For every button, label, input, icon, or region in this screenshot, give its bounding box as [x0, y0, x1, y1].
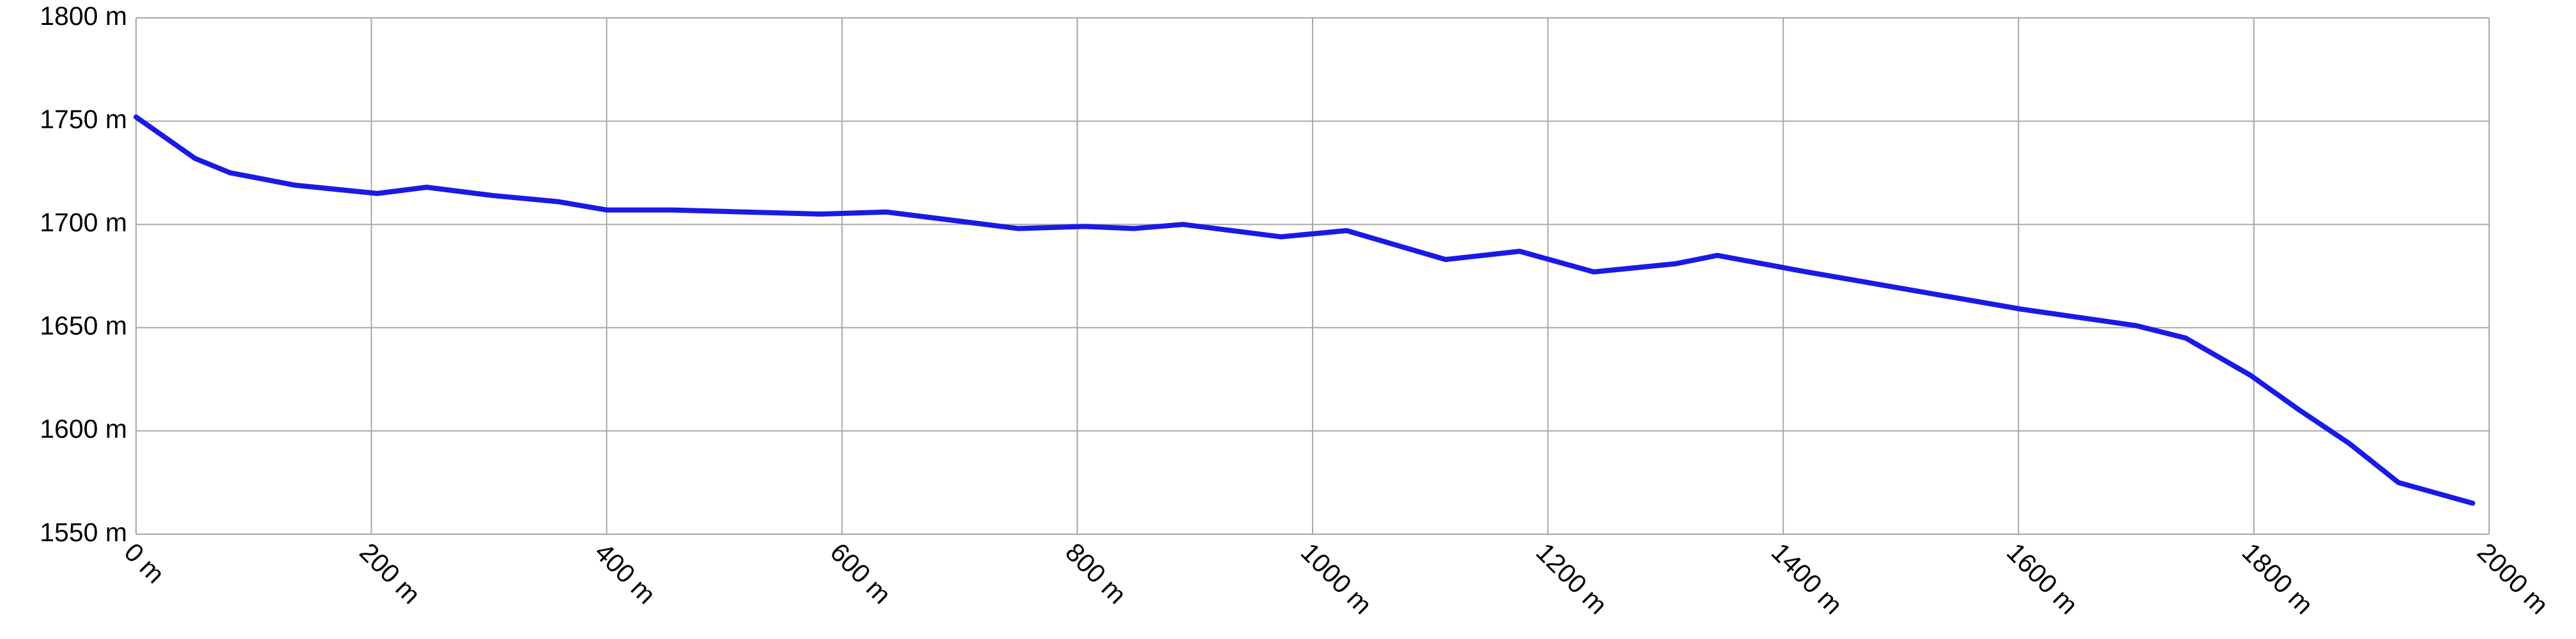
y-tick-label: 1600 m	[40, 414, 127, 443]
x-tick-label: 1400 m	[1766, 537, 1848, 620]
x-tick-label: 400 m	[590, 537, 662, 610]
x-tick-label: 1800 m	[2236, 537, 2319, 620]
x-tick-label: 1600 m	[2001, 537, 2084, 620]
x-tick-label: 1000 m	[1295, 537, 1378, 620]
y-tick-label: 1750 m	[40, 104, 127, 134]
y-tick-label: 1550 m	[40, 518, 127, 547]
x-tick-label: 1200 m	[1530, 537, 1613, 620]
y-tick-label: 1800 m	[40, 1, 127, 31]
x-tick-label: 2000 m	[2472, 537, 2554, 620]
y-tick-label: 1700 m	[40, 208, 127, 237]
x-tick-label: 600 m	[825, 537, 897, 610]
x-tick-label: 800 m	[1060, 537, 1132, 610]
elevation-line	[133, 114, 2476, 506]
x-tick-label: 200 m	[354, 537, 426, 610]
y-tick-label: 1650 m	[40, 311, 127, 341]
